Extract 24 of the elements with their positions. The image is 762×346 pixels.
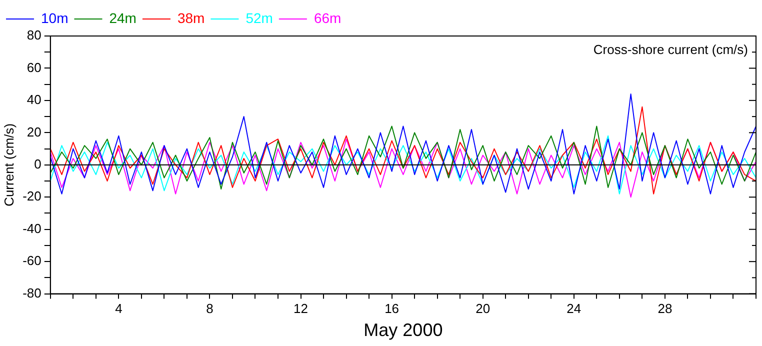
- x-tick-label: 28: [658, 301, 672, 316]
- legend-label: 38m: [177, 10, 205, 26]
- x-tick-label: 20: [476, 301, 490, 316]
- y-tick-label: -60: [22, 253, 42, 268]
- text: Cross-shore current (cm/s): [593, 42, 748, 58]
- y-tick-label: 40: [26, 92, 42, 108]
- y-tick-label: 60: [26, 60, 42, 75]
- legend-label: 66m: [314, 10, 342, 26]
- legend-label: 52m: [246, 10, 273, 26]
- x-tick-label: 4: [115, 301, 122, 316]
- x-axis-title: May 2000: [364, 320, 443, 340]
- x-tick-label: 24: [566, 301, 582, 316]
- y-tick-label: 20: [26, 124, 42, 140]
- x-tick-label: 12: [294, 301, 308, 316]
- y-tick-label: 0: [34, 156, 42, 172]
- y-tick-label: -20: [22, 188, 42, 204]
- x-tick-label: 8: [206, 301, 214, 316]
- y-tick-label: -80: [22, 285, 42, 300]
- y-tick-label: 80: [26, 28, 42, 43]
- y-tick-label: -40: [22, 220, 42, 236]
- x-tick-label: 16: [384, 301, 400, 316]
- y-axis-title: Current (cm/s): [1, 123, 16, 206]
- legend-label: 10m: [41, 10, 68, 26]
- legend-label: 24m: [109, 10, 136, 26]
